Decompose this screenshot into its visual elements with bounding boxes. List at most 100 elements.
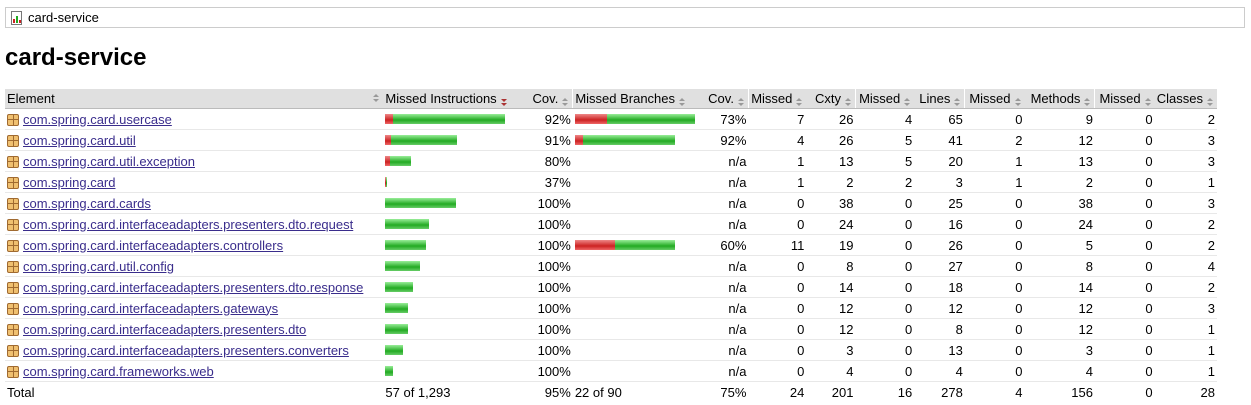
lines: 13 (914, 339, 965, 361)
header-element[interactable]: Element (5, 89, 384, 109)
total-methods: 156 (1024, 381, 1095, 402)
header-classes[interactable]: Classes (1154, 89, 1217, 109)
package-cell: com.spring.card.interfaceadapters.presen… (5, 276, 384, 298)
package-link[interactable]: com.spring.card.frameworks.web (23, 363, 214, 379)
instructions-bar (385, 219, 508, 229)
header-label: Classes (1156, 91, 1203, 106)
covered-bar-segment (390, 156, 412, 166)
lines: 12 (914, 297, 965, 319)
package-link[interactable]: com.spring.card.interfaceadapters.presen… (23, 321, 307, 337)
package-link[interactable]: com.spring.card.cards (23, 195, 151, 211)
package-link[interactable]: com.spring.card.interfaceadapters.presen… (23, 342, 349, 358)
branches-bar-cell (572, 192, 700, 214)
classes: 1 (1154, 339, 1217, 361)
coverage-table: Element Missed Instructions Cov. Missed … (5, 89, 1217, 402)
classes-missed: 0 (1094, 276, 1155, 298)
package-cell: com.spring.card.interfaceadapters.contro… (5, 234, 384, 256)
package-link[interactable]: com.spring.card.interfaceadapters.gatewa… (23, 300, 279, 316)
header-label: Methods (1030, 91, 1081, 106)
instructions-bar (385, 282, 508, 292)
classes-missed: 0 (1094, 213, 1155, 235)
classes: 2 (1154, 108, 1217, 130)
covered-bar-segment (385, 282, 414, 292)
covered-bar-segment (385, 303, 409, 313)
total-lines-missed: 16 (855, 381, 915, 402)
breadcrumb: card-service (5, 7, 1245, 28)
branches-coverage: n/a (699, 213, 749, 235)
instructions-bar-cell (383, 339, 511, 361)
package-link[interactable]: com.spring.card.interfaceadapters.contro… (23, 237, 284, 253)
package-link[interactable]: com.spring.card.interfaceadapters.presen… (23, 216, 354, 232)
methods-missed: 0 (964, 108, 1025, 130)
branches-coverage: n/a (699, 360, 749, 382)
covered-bar-segment (385, 324, 409, 334)
branches-bar-cell (572, 255, 700, 277)
methods-missed: 0 (964, 255, 1025, 277)
methods: 9 (1024, 108, 1095, 130)
header-cxty[interactable]: Cxty (806, 89, 856, 109)
branches-bar-cell (572, 108, 700, 130)
sort-icon (677, 95, 687, 106)
package-icon (7, 113, 19, 126)
instructions-bar (385, 303, 508, 313)
package-icon (7, 134, 19, 147)
header-missed-methods[interactable]: Missed (964, 89, 1025, 109)
instructions-bar (385, 366, 508, 376)
instructions-bar (385, 135, 508, 145)
branches-bar-cell (572, 213, 700, 235)
header-lines[interactable]: Lines (914, 89, 965, 109)
package-link[interactable]: com.spring.card (23, 174, 116, 190)
table-row: com.spring.card 37% n/a 1 2 2 3 1 2 0 1 (5, 171, 1217, 193)
instructions-coverage: 100% (510, 276, 573, 298)
covered-bar-segment (385, 240, 427, 250)
sort-icon (952, 95, 962, 106)
header-methods[interactable]: Methods (1024, 89, 1095, 109)
branches-bar-cell (572, 129, 700, 151)
instructions-coverage: 100% (510, 360, 573, 382)
cxty: 8 (806, 255, 856, 277)
header-cov-instructions[interactable]: Cov. (510, 89, 573, 109)
lines-missed: 0 (855, 339, 915, 361)
total-row: Total 57 of 1,293 95% 22 of 90 75% 24 20… (5, 381, 1217, 402)
cxty: 19 (806, 234, 856, 256)
branches-coverage: n/a (699, 150, 749, 172)
header-missed-cxty[interactable]: Missed (747, 89, 807, 109)
package-cell: com.spring.card.cards (5, 192, 384, 214)
header-cov-branches[interactable]: Cov. (699, 89, 749, 109)
missed-bar-segment (385, 114, 394, 124)
missed-bar-segment (574, 240, 615, 250)
lines: 4 (914, 360, 965, 382)
cxty-missed: 0 (748, 339, 807, 361)
methods-missed: 0 (964, 192, 1025, 214)
instructions-bar (385, 177, 508, 187)
package-link[interactable]: com.spring.card.util.config (23, 258, 175, 274)
header-missed-classes[interactable]: Missed (1094, 89, 1155, 109)
methods: 5 (1024, 234, 1095, 256)
methods-missed: 0 (964, 213, 1025, 235)
package-link[interactable]: com.spring.card.util (23, 132, 136, 148)
instructions-coverage: 100% (510, 255, 573, 277)
header-missed-branches[interactable]: Missed Branches (572, 89, 700, 109)
table-row: com.spring.card.util.exception 80% n/a 1 13 5… (5, 150, 1217, 172)
total-branch-cov: 75% (699, 381, 749, 402)
header-missed-lines[interactable]: Missed (854, 89, 915, 109)
package-link[interactable]: com.spring.card.usercase (23, 111, 172, 127)
cxty: 3 (806, 339, 856, 361)
table-row: com.spring.card.interfaceadapters.contro… (5, 234, 1217, 256)
methods: 12 (1024, 318, 1095, 340)
sort-icon (1082, 95, 1092, 106)
branches-coverage: 60% (699, 234, 749, 256)
package-cell: com.spring.card.interfaceadapters.presen… (5, 213, 384, 235)
branches-bar (574, 135, 698, 145)
lines: 41 (914, 129, 965, 151)
package-link[interactable]: com.spring.card.interfaceadapters.presen… (23, 279, 364, 295)
classes-missed: 0 (1094, 192, 1155, 214)
instructions-coverage: 100% (510, 318, 573, 340)
lines: 27 (914, 255, 965, 277)
classes-missed: 0 (1094, 255, 1155, 277)
package-cell: com.spring.card.util.exception (5, 150, 384, 172)
header-missed-instructions[interactable]: Missed Instructions (383, 89, 511, 109)
instructions-coverage: 100% (510, 339, 573, 361)
package-link[interactable]: com.spring.card.util.exception (23, 153, 195, 169)
table-row: com.spring.card.interfaceadapters.presen… (5, 276, 1217, 298)
